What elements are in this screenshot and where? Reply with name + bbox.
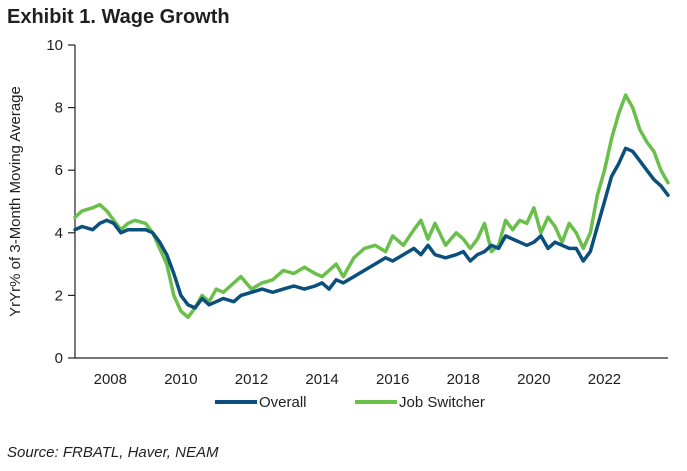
x-tick-label: 2008 <box>94 371 127 388</box>
series-layer <box>73 93 670 320</box>
series-line-overall <box>73 146 670 310</box>
legend-label-job-switcher: Job Switcher <box>399 394 485 411</box>
x-tick-label: 2016 <box>376 371 409 388</box>
chart-title: Exhibit 1. Wage Growth <box>7 6 230 28</box>
chart-axes: 0 2 4 6 8 10 2008 2010 2012 2014 2016 2018 2020 2022 Y… <box>7 37 668 388</box>
y-tick-label: 0 <box>55 350 63 367</box>
x-tick-label: 2010 <box>164 371 197 388</box>
y-tick-label: 10 <box>46 37 63 54</box>
x-tick-label: 2012 <box>235 371 268 388</box>
y-tick-label: 4 <box>55 225 63 242</box>
y-axis-label: YrYr% of 3-Month Moving Average <box>7 86 24 317</box>
x-tick-label: 2020 <box>517 371 550 388</box>
source-note: Source: FRBATL, Haver, NEAM <box>7 444 219 461</box>
y-tick-label: 6 <box>55 162 63 179</box>
x-tick-label: 2014 <box>305 371 338 388</box>
x-tick-label: 2018 <box>447 371 480 388</box>
series-line-job-switcher <box>73 93 670 320</box>
y-tick-label: 2 <box>55 287 63 304</box>
legend-label-overall: Overall <box>259 394 307 411</box>
legend: Overall Job Switcher <box>215 394 485 411</box>
y-tick-label: 8 <box>55 100 63 117</box>
x-tick-label: 2022 <box>588 371 621 388</box>
